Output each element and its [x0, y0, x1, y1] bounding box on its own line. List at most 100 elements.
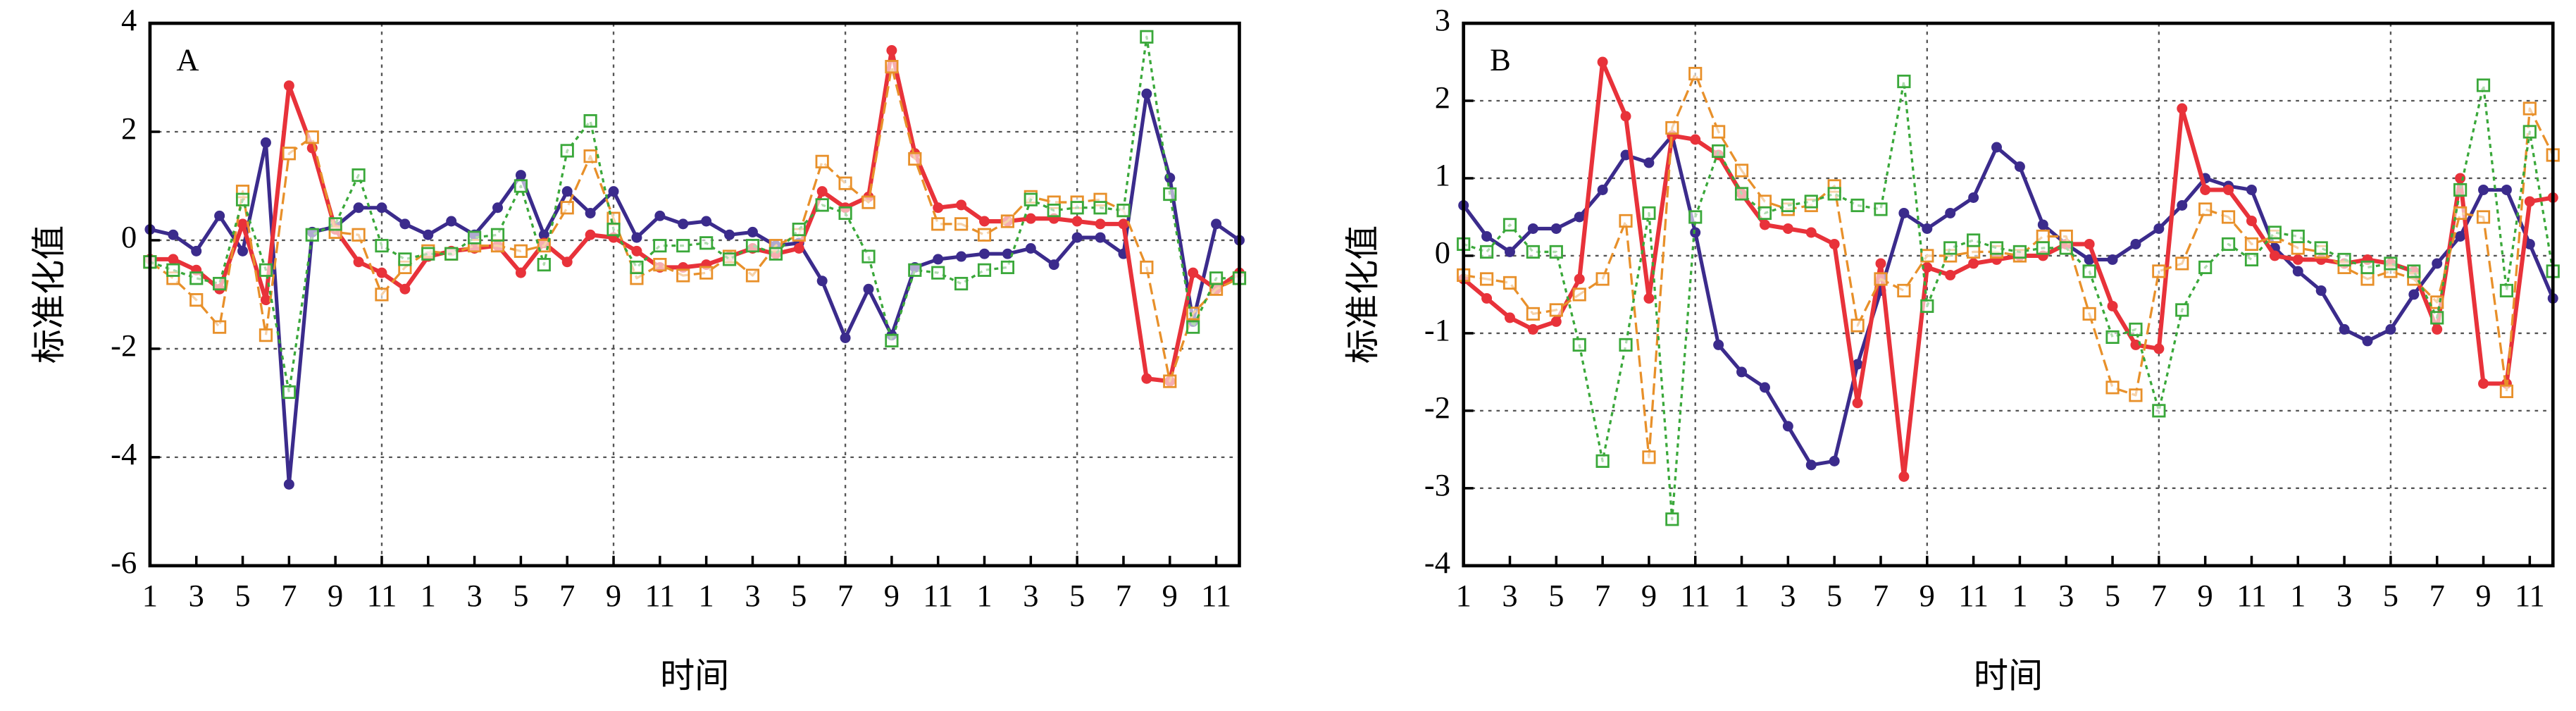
- marker: [885, 60, 899, 74]
- marker: [977, 263, 992, 277]
- marker: [2059, 229, 2073, 244]
- marker: [2499, 384, 2514, 398]
- marker: [1920, 299, 1934, 314]
- marker: [908, 152, 922, 166]
- marker: [2385, 323, 2396, 335]
- marker: [398, 252, 412, 266]
- x-tick-label: 1: [142, 578, 158, 613]
- marker: [283, 80, 294, 92]
- marker: [421, 247, 435, 261]
- marker: [2198, 260, 2213, 275]
- marker: [2177, 103, 2188, 114]
- x-tick-label: 11: [923, 578, 953, 613]
- marker: [2455, 173, 2466, 184]
- marker: [2430, 295, 2444, 309]
- marker: [1186, 320, 1200, 334]
- marker: [2478, 184, 2489, 195]
- marker: [933, 202, 944, 214]
- marker: [237, 245, 249, 256]
- marker: [2082, 307, 2096, 321]
- x-tick-label: 1: [1734, 578, 1749, 613]
- marker: [2430, 311, 2444, 325]
- marker: [305, 228, 319, 242]
- marker: [538, 229, 549, 240]
- marker: [678, 218, 689, 230]
- marker: [515, 170, 526, 181]
- marker: [237, 218, 249, 230]
- x-tick-label: 5: [513, 578, 528, 613]
- marker: [1479, 245, 1494, 259]
- marker: [353, 202, 364, 214]
- marker: [676, 239, 690, 253]
- marker: [1163, 374, 1177, 388]
- marker: [351, 168, 366, 183]
- marker: [1000, 214, 1015, 228]
- y-tick-label: -6: [111, 545, 137, 580]
- marker: [213, 320, 227, 334]
- marker: [1782, 223, 1793, 234]
- y-tick-label: -1: [1424, 312, 1450, 347]
- marker: [2522, 101, 2537, 116]
- marker: [1481, 292, 1493, 304]
- marker: [745, 268, 760, 283]
- marker: [2337, 252, 2351, 267]
- marker: [259, 328, 273, 342]
- marker: [2175, 303, 2189, 317]
- marker: [722, 252, 737, 266]
- marker: [1211, 218, 1222, 230]
- marker: [815, 154, 829, 168]
- marker: [1643, 292, 1655, 304]
- marker: [1116, 204, 1131, 218]
- series-line: [149, 35, 1240, 394]
- marker: [492, 202, 503, 214]
- marker: [2499, 283, 2514, 298]
- marker: [1550, 223, 1562, 234]
- marker: [585, 207, 596, 218]
- marker: [2105, 381, 2120, 395]
- marker: [1968, 192, 1979, 203]
- marker: [490, 239, 505, 253]
- marker: [2059, 241, 2073, 255]
- x-tick-label: 11: [1958, 578, 1989, 613]
- marker: [1690, 134, 1701, 145]
- marker: [1757, 194, 1772, 209]
- y-tick-label: 3: [1435, 2, 1450, 37]
- marker: [908, 263, 922, 277]
- marker: [745, 239, 760, 253]
- marker: [1829, 455, 1840, 466]
- marker: [2130, 238, 2141, 249]
- marker: [2362, 335, 2373, 347]
- marker: [1734, 163, 1749, 178]
- marker: [2244, 252, 2259, 267]
- marker: [1757, 206, 1772, 221]
- marker: [1874, 272, 1888, 286]
- x-tick-label: 1: [976, 578, 992, 613]
- marker: [514, 179, 528, 193]
- y-tick-label: 2: [1435, 80, 1450, 115]
- marker: [1897, 74, 1911, 89]
- marker: [1827, 187, 1841, 201]
- marker: [2267, 225, 2282, 240]
- marker: [1572, 288, 1586, 302]
- x-tick-label: 5: [2105, 578, 2120, 613]
- marker: [838, 206, 852, 221]
- marker: [260, 295, 271, 306]
- x-tick-label: 1: [2290, 578, 2306, 613]
- marker: [1549, 245, 1563, 259]
- marker: [1897, 283, 1911, 298]
- marker: [1071, 216, 1083, 227]
- marker: [2105, 330, 2120, 345]
- marker: [1712, 125, 1726, 139]
- marker: [1023, 192, 1038, 206]
- marker: [861, 249, 876, 264]
- marker: [1989, 241, 2004, 255]
- marker: [769, 247, 783, 261]
- marker: [1526, 245, 1540, 259]
- marker: [1734, 187, 1749, 201]
- marker: [1665, 512, 1679, 526]
- marker: [2223, 184, 2234, 195]
- marker: [2082, 264, 2096, 278]
- marker: [1688, 210, 1703, 224]
- marker: [1920, 249, 1934, 263]
- x-tick-label: 3: [189, 578, 204, 613]
